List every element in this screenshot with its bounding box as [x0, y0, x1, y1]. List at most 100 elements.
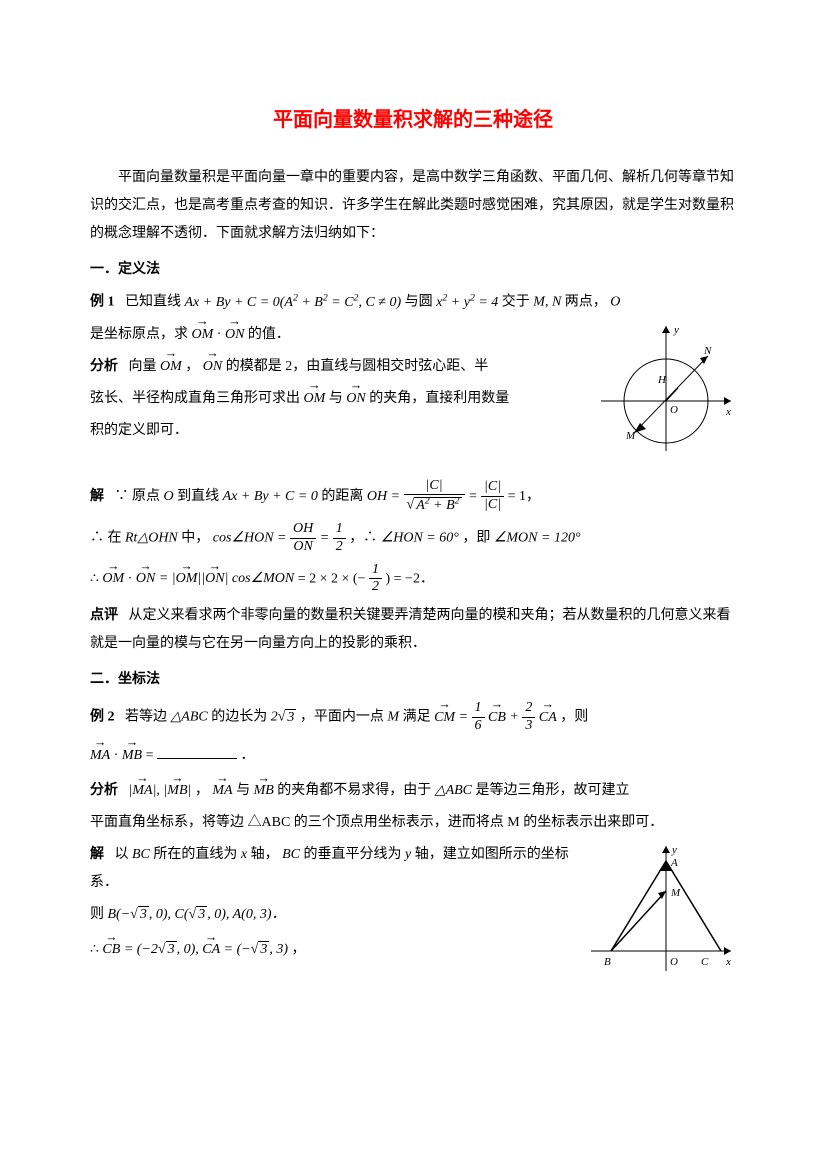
vec-on-1: ON — [225, 321, 244, 349]
frac-oh-on: OHON — [290, 521, 316, 556]
svg-text:M: M — [625, 430, 636, 442]
svg-text:x: x — [725, 406, 731, 418]
analysis2-line2: 平面直角坐标系，将等边 △ABC 的三个顶点用坐标表示，进而将点 M 的坐标表示… — [90, 809, 736, 837]
analysis1-l2b: 与 — [329, 391, 347, 406]
example1-text2: 与圆 — [405, 295, 437, 310]
frac-1-2b: 12 — [369, 562, 382, 597]
vec-cb-2: CB — [102, 935, 120, 966]
sol2-t3: 轴， — [251, 847, 279, 862]
vec-om-3: OM — [304, 385, 326, 413]
solution2-label: 解 — [90, 847, 104, 862]
sol2-bc: BC — [132, 847, 150, 862]
sol1-eq3: = |OM||ON| cos∠MON — [159, 571, 294, 586]
frac-c-c: |C||C| — [481, 479, 504, 514]
section1-heading: 一．定义法 — [90, 256, 736, 284]
solution1-line3: ∴ OM · ON = |OM||ON| cos∠MON = 2 × 2 × (… — [90, 562, 736, 597]
intro-paragraph: 平面向量数量积是平面向量一章中的重要内容，是高中数学三角函数、平面几何、解析几何… — [90, 164, 736, 248]
vec-om-2: OM — [160, 353, 182, 381]
svg-text:N: N — [703, 345, 712, 357]
vec-om-4: OM — [102, 564, 124, 595]
solution1-label: 解 — [90, 489, 104, 504]
frac-c-ab: |C|√A2 + B2 — [404, 478, 465, 515]
example1-label: 例 1 — [90, 295, 115, 310]
sol2-coords: B(−√3, 0), C(√3, 0), A(0, 3)． — [108, 906, 286, 922]
vec-cb: CB — [488, 703, 506, 734]
an2-mod: |MA|, |MB| — [129, 783, 192, 798]
solution1-line2: ∴ 在 Rt△OHN 中， cos∠HON = OHON = 12 ，∴ ∠HO… — [90, 521, 736, 556]
sol2-l3end: ， — [292, 942, 306, 957]
example1-text: 已知直线 — [125, 295, 185, 310]
sol1-line: Ax + By + C = 0 — [223, 489, 318, 504]
sol2-l3a: ∴ — [90, 942, 102, 957]
ex2-t4: 满足 — [403, 710, 435, 725]
sol1-l2a: ∴ 在 — [90, 530, 125, 545]
analysis2-label: 分析 — [90, 783, 118, 798]
svg-text:B: B — [604, 956, 611, 968]
analysis1-t1: 向量 — [129, 359, 161, 374]
vec-ca-2: CA — [202, 935, 220, 966]
sol2-bc2: BC — [282, 847, 300, 862]
sol1-rt: Rt△OHN — [125, 530, 178, 545]
example1-mn: M, N — [533, 295, 561, 310]
analysis1-t3: 的模都是 2，由直线与圆相交时弦心距、半 — [226, 359, 489, 374]
sol1-eq: = — [468, 489, 481, 504]
vec-mb-2: MB — [254, 777, 274, 805]
sol1-t2: 到直线 — [177, 489, 223, 504]
analysis1-label: 分析 — [90, 359, 118, 374]
vec-ma: MA — [90, 741, 110, 772]
example2-statement: 例 2 若等边 △ABC 的边长为 2√3 ，平面内一点 M 满足 CM = 1… — [90, 700, 736, 735]
svg-text:A: A — [670, 857, 678, 869]
sol2-t2: 所在的直线为 — [153, 847, 241, 862]
sol1-l3a: ∴ — [90, 571, 102, 586]
analysis1-l2a: 弦长、半径构成直角三角形可求出 — [90, 391, 304, 406]
sol2-t4: 的垂直平分线为 — [304, 847, 406, 862]
sol1-hon: ∠HON = 60° — [381, 530, 459, 545]
comment1-text: 从定义来看求两个非零向量的数量积关键要弄清楚两向量的模和夹角；若从数量积的几何意… — [90, 608, 731, 651]
ex2-plus: + — [509, 710, 522, 725]
ex2-eq: = — [459, 710, 472, 725]
page-title: 平面向量数量积求解的三种途径 — [90, 100, 736, 140]
an2-t2: 与 — [236, 783, 254, 798]
sol1-mon: ∠MON = 120° — [494, 530, 581, 545]
sol2-l2a: 则 — [90, 907, 108, 922]
ex2-abc: △ABC — [171, 710, 208, 725]
ex2-t2: 的边长为 — [211, 710, 271, 725]
vec-on-4: ON — [136, 564, 155, 595]
example1-line2b: 的值． — [248, 327, 290, 342]
an2-t4: 是等边三角形，故可建立 — [476, 783, 630, 798]
sol1-eq2: = — [320, 530, 333, 545]
sol1-o: O — [164, 489, 174, 504]
vec-ma-2: MA — [212, 777, 232, 805]
vec-ca: CA — [539, 703, 557, 734]
svg-text:M: M — [670, 887, 681, 899]
sol2-y: y — [405, 847, 411, 862]
sol1-t3: 的距离 — [321, 489, 367, 504]
an2-t1: ， — [195, 783, 209, 798]
sol2-t1: 以 — [115, 847, 133, 862]
svg-text:y: y — [673, 324, 679, 336]
sol1-l2c: ，∴ — [349, 530, 381, 545]
sol2-ca-val: = (−√3, 3) — [224, 941, 288, 957]
sol1-l3b: = 2 × 2 × (− — [298, 571, 366, 586]
example1-line2a: 是坐标原点，求 — [90, 327, 192, 342]
ex2-t1: 若等边 — [125, 710, 171, 725]
comment1: 点评 从定义来看求两个非零向量的数量积关键要弄清楚两向量的模和夹角；若从数量积的… — [90, 602, 736, 658]
sol2-cb-val: = (−2√3, 0), — [124, 941, 202, 957]
example1-math2: x2 + y2 = 4 — [436, 295, 498, 310]
analysis1-l2c: 的夹角，直接利用数量 — [369, 391, 509, 406]
svg-text:x: x — [725, 956, 731, 968]
svg-text:y: y — [671, 844, 677, 856]
frac-1-6: 16 — [472, 700, 485, 735]
sol1-t1: ∵ 原点 — [115, 489, 164, 504]
blank-answer — [157, 745, 237, 759]
analysis1-t2: ， — [185, 359, 199, 374]
an2-abc: △ABC — [435, 783, 472, 798]
example1-o: O — [610, 295, 620, 310]
an2-t3: 的夹角都不易求得，由于 — [277, 783, 435, 798]
example2-label: 例 2 — [90, 710, 115, 725]
sol2-x: x — [241, 847, 247, 862]
vec-on-3: ON — [346, 385, 365, 413]
solution1: 解 ∵ 原点 O 到直线 Ax + By + C = 0 的距离 OH = |C… — [90, 478, 736, 515]
svg-text:C: C — [701, 956, 709, 968]
section2-heading: 二．坐标法 — [90, 666, 736, 694]
